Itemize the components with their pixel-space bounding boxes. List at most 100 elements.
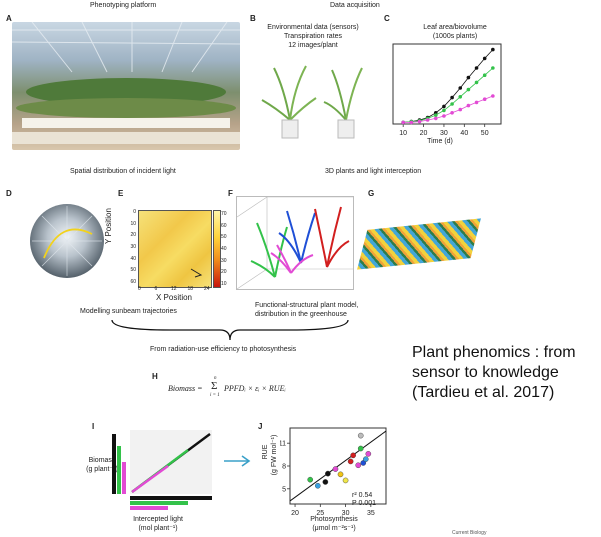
chart-j-xtick-label: 30	[342, 510, 350, 516]
panel-b-text-1: Environmental data (sensors)	[267, 24, 359, 31]
bar-magenta-horizontal	[130, 506, 168, 510]
panel-i-ylabel-1: Biomass	[88, 457, 116, 464]
panel-label-e: E	[118, 189, 124, 198]
heatmap-xtick-label: 24	[204, 286, 210, 292]
chart-j-point	[314, 482, 321, 489]
bar-green-horizontal	[130, 501, 188, 505]
panel-j-ylabel-2: (g FW mol⁻¹)	[271, 434, 278, 476]
panel-label-d: D	[6, 189, 12, 198]
biomass-light-schematic	[112, 430, 212, 510]
panel-b-text-3: 12 images/plant	[288, 42, 338, 49]
panel-label-f: F	[228, 189, 233, 198]
leaf-area-chart: 10 20 30 40 50	[392, 43, 502, 137]
panel-label-j: J	[258, 422, 263, 431]
chart-c-xtick-label: 50	[481, 130, 489, 137]
chart-c-point	[442, 104, 446, 109]
plant-magenta	[270, 244, 314, 274]
fisheye-sky-image	[30, 204, 104, 278]
rue-photosynthesis-chart: 20 25 30 35 5 8 11	[280, 427, 387, 516]
greenhouse-illustration	[11, 21, 241, 144]
formula-lhs: Biomass =	[168, 384, 203, 393]
colorbar-tick-label: 30	[221, 257, 227, 264]
panel-c-xlabel: Time (d)	[427, 138, 453, 145]
chart-c-point	[466, 87, 471, 92]
panel-j-r2: r² 0.54	[352, 492, 373, 499]
panel-label-c: C	[384, 14, 390, 23]
heatmap-ytick-label: 60	[130, 279, 136, 285]
chart-c-point	[433, 116, 438, 121]
slide-title-line1: Plant phenomics : from	[412, 344, 576, 361]
panel-label-h: H	[152, 372, 158, 381]
caption-rue: From radiation-use efficiency to photosy…	[150, 346, 297, 353]
chart-c-point	[482, 56, 487, 61]
chart-c-xtick-label: 20	[420, 130, 428, 137]
panel-j-p: P 0.001	[352, 500, 377, 507]
heatmap-xtick-label: 0	[138, 286, 141, 292]
heatmap-ylabel: Y Position	[104, 208, 113, 244]
arrow-right-icon	[224, 455, 251, 467]
heatmap-ytick-label: 50	[130, 267, 136, 274]
chart-c-point	[433, 113, 438, 117]
heatmap-arrow	[190, 268, 203, 278]
chart-c-point	[442, 108, 446, 113]
heatmap-ytick-label: 0	[133, 209, 136, 215]
sum-symbol: Σ	[211, 380, 218, 392]
heatmap-xtick-label: 6	[154, 286, 158, 292]
plant-green	[250, 222, 288, 278]
line-magenta	[131, 465, 169, 493]
chart-j-xtick-label: 35	[367, 510, 375, 516]
chart-c-point	[466, 75, 471, 80]
chart-j-point	[362, 456, 369, 462]
heatmap-xlabel: X Position	[155, 293, 193, 302]
colorbar-tick-label: 10	[221, 281, 227, 287]
chart-j-ytick-label: 5	[282, 486, 286, 493]
heatmap-ytick-label: 10	[130, 220, 136, 227]
chart-c-series-line	[403, 49, 494, 123]
heatmap-ytick-label: 40	[130, 255, 136, 262]
panel-label-g: G	[368, 189, 375, 198]
chart-c-frame	[392, 43, 502, 125]
chart-j-fit-line	[289, 430, 387, 502]
chart-c-point	[491, 47, 495, 52]
heatmap-x-ticks: 0 6 12 18 24	[138, 287, 210, 295]
light-heatmap	[138, 210, 212, 288]
chart-c-point	[474, 80, 479, 85]
panel-i-xlabel-1: Intercepted light	[133, 516, 183, 523]
chart-j-xtick-label: 25	[316, 510, 324, 516]
chart-c-point	[450, 111, 454, 115]
heatmap-y-ticks: 0 10 20 30 40 50 60	[124, 210, 136, 286]
heatmap-ytick-label: 30	[130, 244, 136, 250]
chart-j-point	[357, 445, 364, 452]
chart-c-point	[482, 97, 487, 101]
panel-b-text-2: Transpiration rates	[283, 33, 343, 40]
chart-j-point	[347, 458, 354, 465]
chart-j-point	[355, 462, 362, 469]
plant-images	[261, 65, 363, 139]
panel-c-title-1: Leaf area/biovolume	[423, 24, 487, 31]
chart-c-point	[450, 102, 454, 106]
chart-c-point	[401, 120, 405, 125]
colorbar-tick-label: 40	[221, 246, 227, 252]
bar-black-horizontal	[130, 496, 212, 500]
panel-j-xlabel-1: Photosynthesis	[310, 516, 358, 523]
panel-label-a: A	[6, 14, 12, 23]
heatmap-xtick-label: 18	[187, 286, 194, 292]
sun-trajectory	[32, 206, 102, 276]
heatmap-ytick-label: 20	[130, 232, 136, 239]
chart-c-point	[491, 66, 495, 70]
colorbar-tick-label: 60	[221, 222, 227, 229]
heatmap-colorbar	[213, 210, 221, 288]
bar-magenta-vertical	[122, 462, 126, 494]
plant-red	[314, 206, 350, 268]
chart-c-point	[474, 100, 479, 105]
colorbar-tick-label: 20	[221, 269, 227, 276]
chart-c-point	[458, 86, 463, 90]
formula-sum-bottom: i = 1	[210, 393, 220, 398]
chart-j-point	[322, 479, 329, 485]
panel-c-title-2: (1000s plants)	[432, 33, 478, 40]
plant-blue	[278, 210, 316, 264]
colorbar-ticks: 70 60 50 40 30 20 10	[221, 210, 235, 287]
chart-c-point	[417, 119, 422, 124]
greenhouse-photo	[11, 21, 241, 150]
chart-j-point	[332, 466, 339, 472]
